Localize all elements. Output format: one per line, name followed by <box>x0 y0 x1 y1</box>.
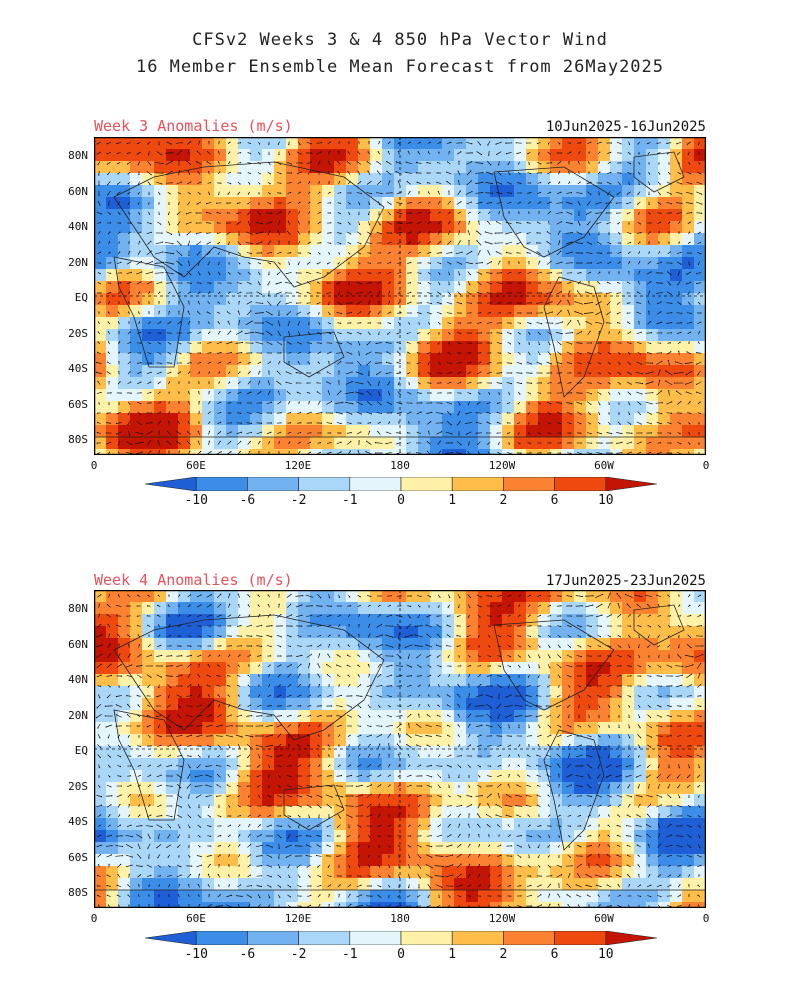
lat-tick-label: 60S <box>68 850 88 864</box>
colorbar-label: 0 <box>397 493 405 508</box>
lon-tick-label: 180 <box>390 459 410 472</box>
colorbar-label: 1 <box>448 493 457 508</box>
lat-tick-label: 60N <box>68 184 88 198</box>
colorbar-label: -2 <box>290 947 307 962</box>
colorbar-swatch <box>247 931 299 945</box>
colorbar-swatch <box>503 477 555 491</box>
colorbar-label: 6 <box>550 493 559 508</box>
colorbar-label: -1 <box>341 947 358 962</box>
colorbar-swatch <box>605 477 657 491</box>
colorbar-swatch <box>145 931 197 945</box>
colorbar-label: -10 <box>184 493 208 508</box>
lat-tick-label: 60S <box>68 397 88 411</box>
colorbar-swatch <box>195 477 248 491</box>
lat-tick-label: EQ <box>74 291 88 304</box>
colorbar-swatch <box>554 477 607 491</box>
lon-tick-label: 0 <box>90 459 98 472</box>
colorbar-swatch <box>400 477 453 491</box>
colorbar-label: -6 <box>239 947 256 962</box>
week4-colorbar <box>145 931 657 945</box>
colorbar-swatch <box>503 931 555 945</box>
colorbar-label: 10 <box>597 493 614 508</box>
title-line-2: 16 Member Ensemble Mean Forecast from 26… <box>135 57 665 77</box>
week3-anomaly-map <box>94 137 706 455</box>
panel-week4-dates: 17Jun2025-23Jun2025 <box>545 573 706 589</box>
lon-tick-label: 120W <box>488 459 516 472</box>
lat-tick-label: 80N <box>68 149 88 162</box>
colorbar-label: 10 <box>597 947 614 962</box>
lat-tick-label: 40N <box>68 673 88 686</box>
lon-tick-label: 60W <box>594 912 614 925</box>
lon-tick-label: 120E <box>284 459 312 472</box>
lon-tick-label: 0 <box>702 459 710 472</box>
lat-tick-label: 40S <box>68 815 88 828</box>
colorbar-swatch <box>451 477 504 491</box>
lat-tick-label: 20S <box>68 779 88 793</box>
colorbar-swatch <box>247 477 299 491</box>
lat-tick-label: 20N <box>68 255 88 269</box>
lat-tick-label: 80S <box>68 886 88 899</box>
week4-anomaly-map <box>94 590 706 908</box>
lon-tick-label: 60E <box>186 912 206 925</box>
lat-tick-label: 60N <box>68 637 88 651</box>
colorbar-swatch <box>605 931 657 945</box>
colorbar-label: -2 <box>290 493 307 508</box>
lat-tick-label: EQ <box>74 744 88 757</box>
colorbar-label: 1 <box>448 947 457 962</box>
colorbar-swatch <box>451 931 504 945</box>
week3-colorbar <box>145 477 657 491</box>
lat-tick-label: 20N <box>68 708 88 722</box>
colorbar-label: -6 <box>239 493 256 508</box>
colorbar-swatch <box>298 931 351 945</box>
title-line-1: CFSv2 Weeks 3 & 4 850 hPa Vector Wind <box>192 30 608 50</box>
lon-tick-label: 120W <box>488 912 516 925</box>
colorbar-swatch <box>400 931 453 945</box>
colorbar-label: -1 <box>341 493 358 508</box>
lat-tick-label: 80N <box>68 602 88 615</box>
colorbar-swatch <box>145 477 197 491</box>
colorbar-label: 6 <box>550 947 559 962</box>
colorbar-swatch <box>349 477 402 491</box>
colorbar-label: 0 <box>397 947 405 962</box>
lat-tick-label: 40N <box>68 220 88 233</box>
lon-tick-label: 60E <box>186 459 206 472</box>
lat-tick-label: 20S <box>68 326 88 340</box>
colorbar-swatch <box>195 931 248 945</box>
panel-week4-label: Week 4 Anomalies (m/s) <box>94 571 293 589</box>
colorbar-label: 2 <box>499 493 508 508</box>
colorbar-swatch <box>349 931 402 945</box>
colorbar-label: 2 <box>499 947 508 962</box>
lat-tick-label: 80S <box>68 433 88 446</box>
lon-tick-label: 180 <box>390 912 410 925</box>
colorbar-swatch <box>298 477 351 491</box>
colorbar-label: -10 <box>184 947 208 962</box>
lat-tick-label: 40S <box>68 362 88 375</box>
panel-week3-label: Week 3 Anomalies (m/s) <box>94 117 293 135</box>
colorbar-swatch <box>554 931 607 945</box>
lon-tick-label: 120E <box>284 912 312 925</box>
lon-tick-label: 0 <box>90 912 98 925</box>
lon-tick-label: 60W <box>594 459 614 472</box>
panel-week3-dates: 10Jun2025-16Jun2025 <box>545 119 706 135</box>
lon-tick-label: 0 <box>702 912 710 925</box>
